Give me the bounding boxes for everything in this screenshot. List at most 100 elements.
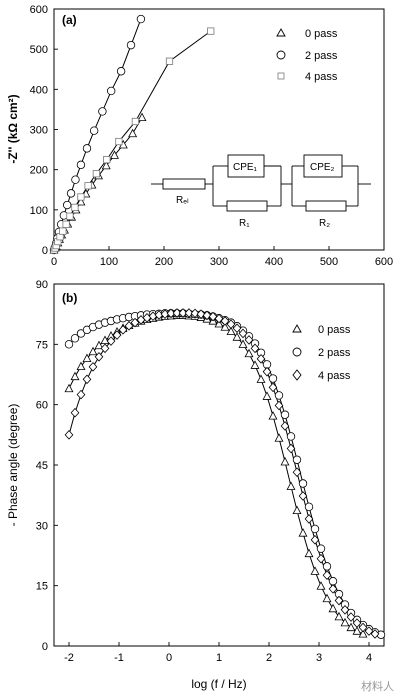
panel-a-data-points	[49, 14, 215, 255]
y-tick-label: 0	[42, 641, 48, 653]
label-rel: Rₑₗ	[176, 195, 189, 206]
legend-b-diamond-icon	[292, 369, 302, 381]
equivalent-circuit-labels: Rₑₗ CPE₁ R₁ CPE₂ R₂	[176, 162, 335, 229]
data-point-0-pass	[226, 326, 236, 336]
data-point-4-pass	[82, 374, 92, 385]
data-point-4-pass	[280, 421, 290, 431]
data-point-4-pass	[131, 117, 139, 126]
data-point-2-pass	[298, 479, 308, 488]
data-point-2-pass	[292, 455, 302, 464]
data-point-2-pass	[82, 144, 92, 153]
label-cpe2: CPE₂	[310, 162, 335, 173]
data-point-0-pass	[310, 566, 320, 575]
data-point-0-pass	[340, 617, 350, 627]
legend-a-circle-icon	[276, 50, 286, 60]
x-tick-label: 300	[210, 256, 228, 268]
data-point-4-pass	[322, 570, 332, 581]
y-tick-label: 15	[36, 581, 48, 593]
data-point-0-pass	[76, 361, 86, 371]
data-point-0-pass	[64, 383, 74, 393]
data-point-0-pass	[328, 603, 338, 613]
data-point-4-pass	[166, 308, 176, 319]
x-tick-label: 3	[316, 652, 322, 664]
data-point-0-pass	[220, 322, 230, 331]
data-point-0-pass	[322, 593, 332, 603]
data-point-4-pass	[94, 352, 104, 362]
x-tick-label: 500	[320, 256, 338, 268]
data-point-2-pass	[76, 160, 86, 170]
data-point-2-pass	[310, 524, 320, 534]
data-point-0-pass	[70, 371, 80, 381]
data-point-4-pass	[310, 535, 320, 545]
data-point-4-pass	[232, 323, 242, 334]
data-point-2-pass	[76, 329, 86, 338]
data-point-2-pass	[70, 334, 80, 343]
data-point-2-pass	[286, 432, 296, 441]
data-point-2-pass	[64, 340, 74, 349]
data-point-4-pass	[346, 612, 356, 622]
x-tick-label: 600	[375, 256, 393, 268]
data-point-4-pass	[220, 316, 230, 326]
data-point-4-pass	[178, 308, 188, 318]
fit-line-4-pass	[68, 312, 376, 635]
data-point-4-pass	[226, 319, 236, 330]
x-tick-label: 0	[166, 652, 172, 664]
data-point-4-pass	[71, 203, 79, 212]
data-point-0-pass	[214, 318, 224, 328]
panel-b-x-ticks: -2 -1 0 1 2 3 4	[64, 642, 372, 664]
data-point-4-pass	[115, 137, 123, 146]
data-point-4-pass	[64, 430, 74, 440]
data-point-0-pass	[232, 332, 242, 341]
y-tick-label: 300	[30, 125, 48, 137]
data-point-4-pass	[172, 308, 182, 318]
data-point-4-pass	[304, 514, 314, 524]
data-point-0-pass	[358, 629, 368, 638]
data-point-4-pass	[165, 57, 174, 65]
data-point-4-pass	[274, 400, 284, 411]
data-point-4-pass	[316, 553, 326, 564]
data-point-4-pass	[238, 328, 248, 339]
panel-b-legend: 0 pass 2 pass 4 pass	[292, 324, 351, 382]
data-point-0-pass	[76, 196, 86, 206]
data-point-0-pass	[316, 581, 326, 590]
data-point-4-pass	[364, 626, 374, 636]
x-tick-label: 400	[265, 256, 283, 268]
data-point-4-pass	[256, 354, 266, 364]
data-point-4-pass	[340, 605, 350, 615]
legend-b-0-pass: 0 pass	[318, 324, 351, 336]
data-point-2-pass	[316, 544, 326, 553]
panel-b-data-points	[64, 308, 386, 639]
x-tick-label: 1	[216, 652, 222, 664]
panel-a-y-ticks: 0 100 200 300 400 500 600	[30, 4, 58, 257]
data-point-0-pass	[280, 456, 290, 466]
data-point-0-pass	[82, 353, 92, 363]
data-point-4-pass	[207, 27, 215, 35]
data-point-4-pass	[130, 317, 140, 328]
fit-line-4-pass	[53, 30, 212, 251]
y-tick-label: 90	[36, 279, 48, 291]
data-point-4-pass	[66, 212, 74, 220]
data-point-0-pass	[100, 335, 110, 344]
x-tick-label: -1	[114, 652, 124, 664]
data-point-0-pass	[298, 528, 308, 537]
x-tick-label: 2	[266, 652, 272, 664]
data-point-0-pass	[101, 160, 111, 170]
data-point-4-pass	[298, 491, 308, 501]
data-point-4-pass	[76, 389, 86, 400]
circuit-resistor-r1	[226, 200, 268, 212]
data-point-2-pass	[62, 200, 72, 210]
data-point-4-pass	[103, 156, 111, 164]
data-point-4-pass	[286, 443, 296, 454]
legend-a-square-icon	[277, 72, 285, 80]
data-point-4-pass	[184, 308, 194, 318]
data-point-0-pass	[256, 374, 266, 383]
data-point-2-pass	[322, 562, 332, 571]
data-point-0-pass	[128, 128, 138, 138]
panel-b-y-ticks: 0 15 30 45 60 75 90	[36, 279, 58, 653]
data-point-2-pass	[304, 502, 314, 512]
panel-a: (a) 0 100 200 300 400 500 600 0 100 200 300 400 500…	[6, 4, 393, 268]
panel-a-y-axis-title: -Z'' (kΩ cm²)	[6, 94, 20, 163]
data-point-0-pass	[304, 548, 314, 558]
data-point-4-pass	[88, 362, 98, 372]
